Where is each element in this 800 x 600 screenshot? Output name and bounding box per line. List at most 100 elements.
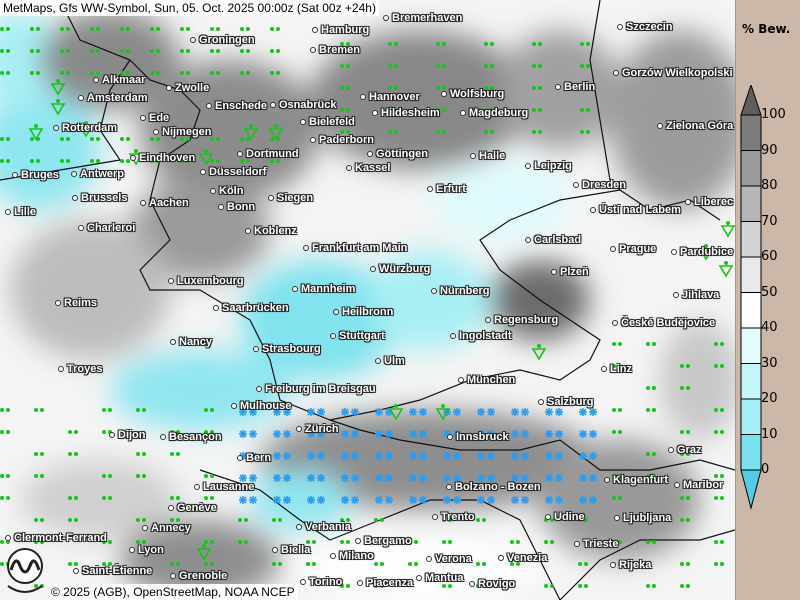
snow-icon xyxy=(409,474,427,482)
city-label: Magdeburg xyxy=(460,107,528,119)
city-label: Bern xyxy=(237,452,271,464)
city-label: Jihlava xyxy=(673,289,719,301)
weather-map[interactable]: Bremerhaven Hamburg Szczecin Groningen Breme… xyxy=(0,0,735,600)
snow-icon xyxy=(307,408,325,416)
city-label: Antwerp xyxy=(71,168,124,180)
rain-dots-icon xyxy=(210,49,220,53)
rain-dots-icon xyxy=(646,518,656,522)
rain-dots-icon xyxy=(484,64,494,68)
city-name: Rotterdam xyxy=(62,122,118,134)
rain-dots-icon xyxy=(270,71,280,75)
city-name: Plzeň xyxy=(560,266,589,278)
legend-tick-label: 40 xyxy=(761,320,778,335)
city-dot-icon xyxy=(58,366,64,373)
city-dot-icon xyxy=(574,541,580,548)
city-name: Rijeka xyxy=(619,559,652,571)
snow-icon xyxy=(307,474,325,482)
city-name: Clermont-Ferrand xyxy=(14,532,107,544)
shower-triangle-icon xyxy=(531,344,547,361)
rain-dots-icon xyxy=(0,408,10,412)
snow-icon xyxy=(477,496,495,504)
city-name: Gorzów Wielkopolski xyxy=(622,67,733,79)
city-label: Aachen xyxy=(140,197,189,209)
city-dot-icon xyxy=(300,119,306,126)
city-name: Heilbronn xyxy=(342,306,394,318)
city-name: Regensburg xyxy=(494,314,559,326)
rain-dots-icon xyxy=(374,518,384,522)
city-label: Bonn xyxy=(218,201,255,213)
city-dot-icon xyxy=(213,305,219,312)
snow-icon xyxy=(341,408,359,416)
city-name: Innsbruck xyxy=(456,431,509,443)
city-name: Ústí nad Labem xyxy=(599,204,681,216)
city-label: Udine xyxy=(545,511,585,523)
rain-dots-icon xyxy=(680,430,690,434)
city-name: Aachen xyxy=(149,197,189,209)
city-name: Göttingen xyxy=(376,148,428,160)
city-name: Liberec xyxy=(694,196,734,208)
city-dot-icon xyxy=(333,309,339,316)
city-dot-icon xyxy=(671,249,677,256)
city-name: Nijmegen xyxy=(162,126,212,138)
rain-dots-icon xyxy=(204,540,214,544)
rain-dots-icon xyxy=(476,518,486,522)
city-label: Dortmund xyxy=(237,148,299,160)
rain-dots-icon xyxy=(30,71,40,75)
city-label: Graz xyxy=(668,444,701,456)
rain-dots-icon xyxy=(0,430,10,434)
city-name: Antwerp xyxy=(80,168,124,180)
rain-dots-icon xyxy=(150,49,160,53)
city-label: Ljubljana xyxy=(614,512,671,524)
rain-dots-icon xyxy=(714,496,724,500)
rain-dots-icon xyxy=(680,364,690,368)
cloud-cover-layer xyxy=(0,0,735,600)
legend-swatch xyxy=(740,185,762,222)
rain-dots-icon xyxy=(612,342,622,346)
rain-dots-icon xyxy=(580,86,590,90)
city-dot-icon xyxy=(432,514,438,521)
rain-dots-icon xyxy=(136,474,146,478)
city-label: Bremen xyxy=(310,44,360,56)
city-dot-icon xyxy=(383,15,389,22)
snow-icon xyxy=(545,474,563,482)
legend: % Bew. 100 90 80 70 60 50 40 30 20 10 0 xyxy=(735,0,800,600)
city-label: Zwolle xyxy=(166,82,209,94)
city-dot-icon xyxy=(206,103,212,110)
rain-dots-icon xyxy=(680,562,690,566)
city-name: Besançon xyxy=(169,431,222,443)
rain-dots-icon xyxy=(340,518,350,522)
city-label: Kassel xyxy=(346,162,390,174)
snow-icon xyxy=(239,496,257,504)
rain-dots-icon xyxy=(210,137,220,141)
snow-icon xyxy=(545,496,563,504)
city-label: Klagenfurt xyxy=(604,474,668,486)
rain-dots-icon xyxy=(680,518,690,522)
snow-icon xyxy=(375,496,393,504)
city-dot-icon xyxy=(426,556,432,563)
shower-triangle-icon xyxy=(196,544,212,561)
city-dot-icon xyxy=(573,182,579,189)
city-name: Wolfsburg xyxy=(450,88,505,100)
city-label: Milano xyxy=(330,550,374,562)
rain-dots-icon xyxy=(34,474,44,478)
rain-dots-icon xyxy=(436,130,446,134)
rain-dots-icon xyxy=(680,584,690,588)
rain-dots-icon xyxy=(68,562,78,566)
rain-dots-icon xyxy=(484,42,494,46)
snow-icon xyxy=(409,452,427,460)
city-dot-icon xyxy=(170,573,176,580)
city-dot-icon xyxy=(296,426,302,433)
rain-dots-icon xyxy=(578,518,588,522)
city-dot-icon xyxy=(375,358,381,365)
city-label: Prague xyxy=(610,243,656,255)
rain-dots-icon xyxy=(170,518,180,522)
city-dot-icon xyxy=(360,94,366,101)
rain-dots-icon xyxy=(240,71,250,75)
rain-dots-icon xyxy=(340,584,350,588)
city-dot-icon xyxy=(237,151,243,158)
city-dot-icon xyxy=(416,575,422,582)
city-dot-icon xyxy=(613,70,619,77)
snow-icon xyxy=(579,408,597,416)
city-name: Nürnberg xyxy=(440,285,490,297)
legend-colorbar xyxy=(740,85,762,510)
